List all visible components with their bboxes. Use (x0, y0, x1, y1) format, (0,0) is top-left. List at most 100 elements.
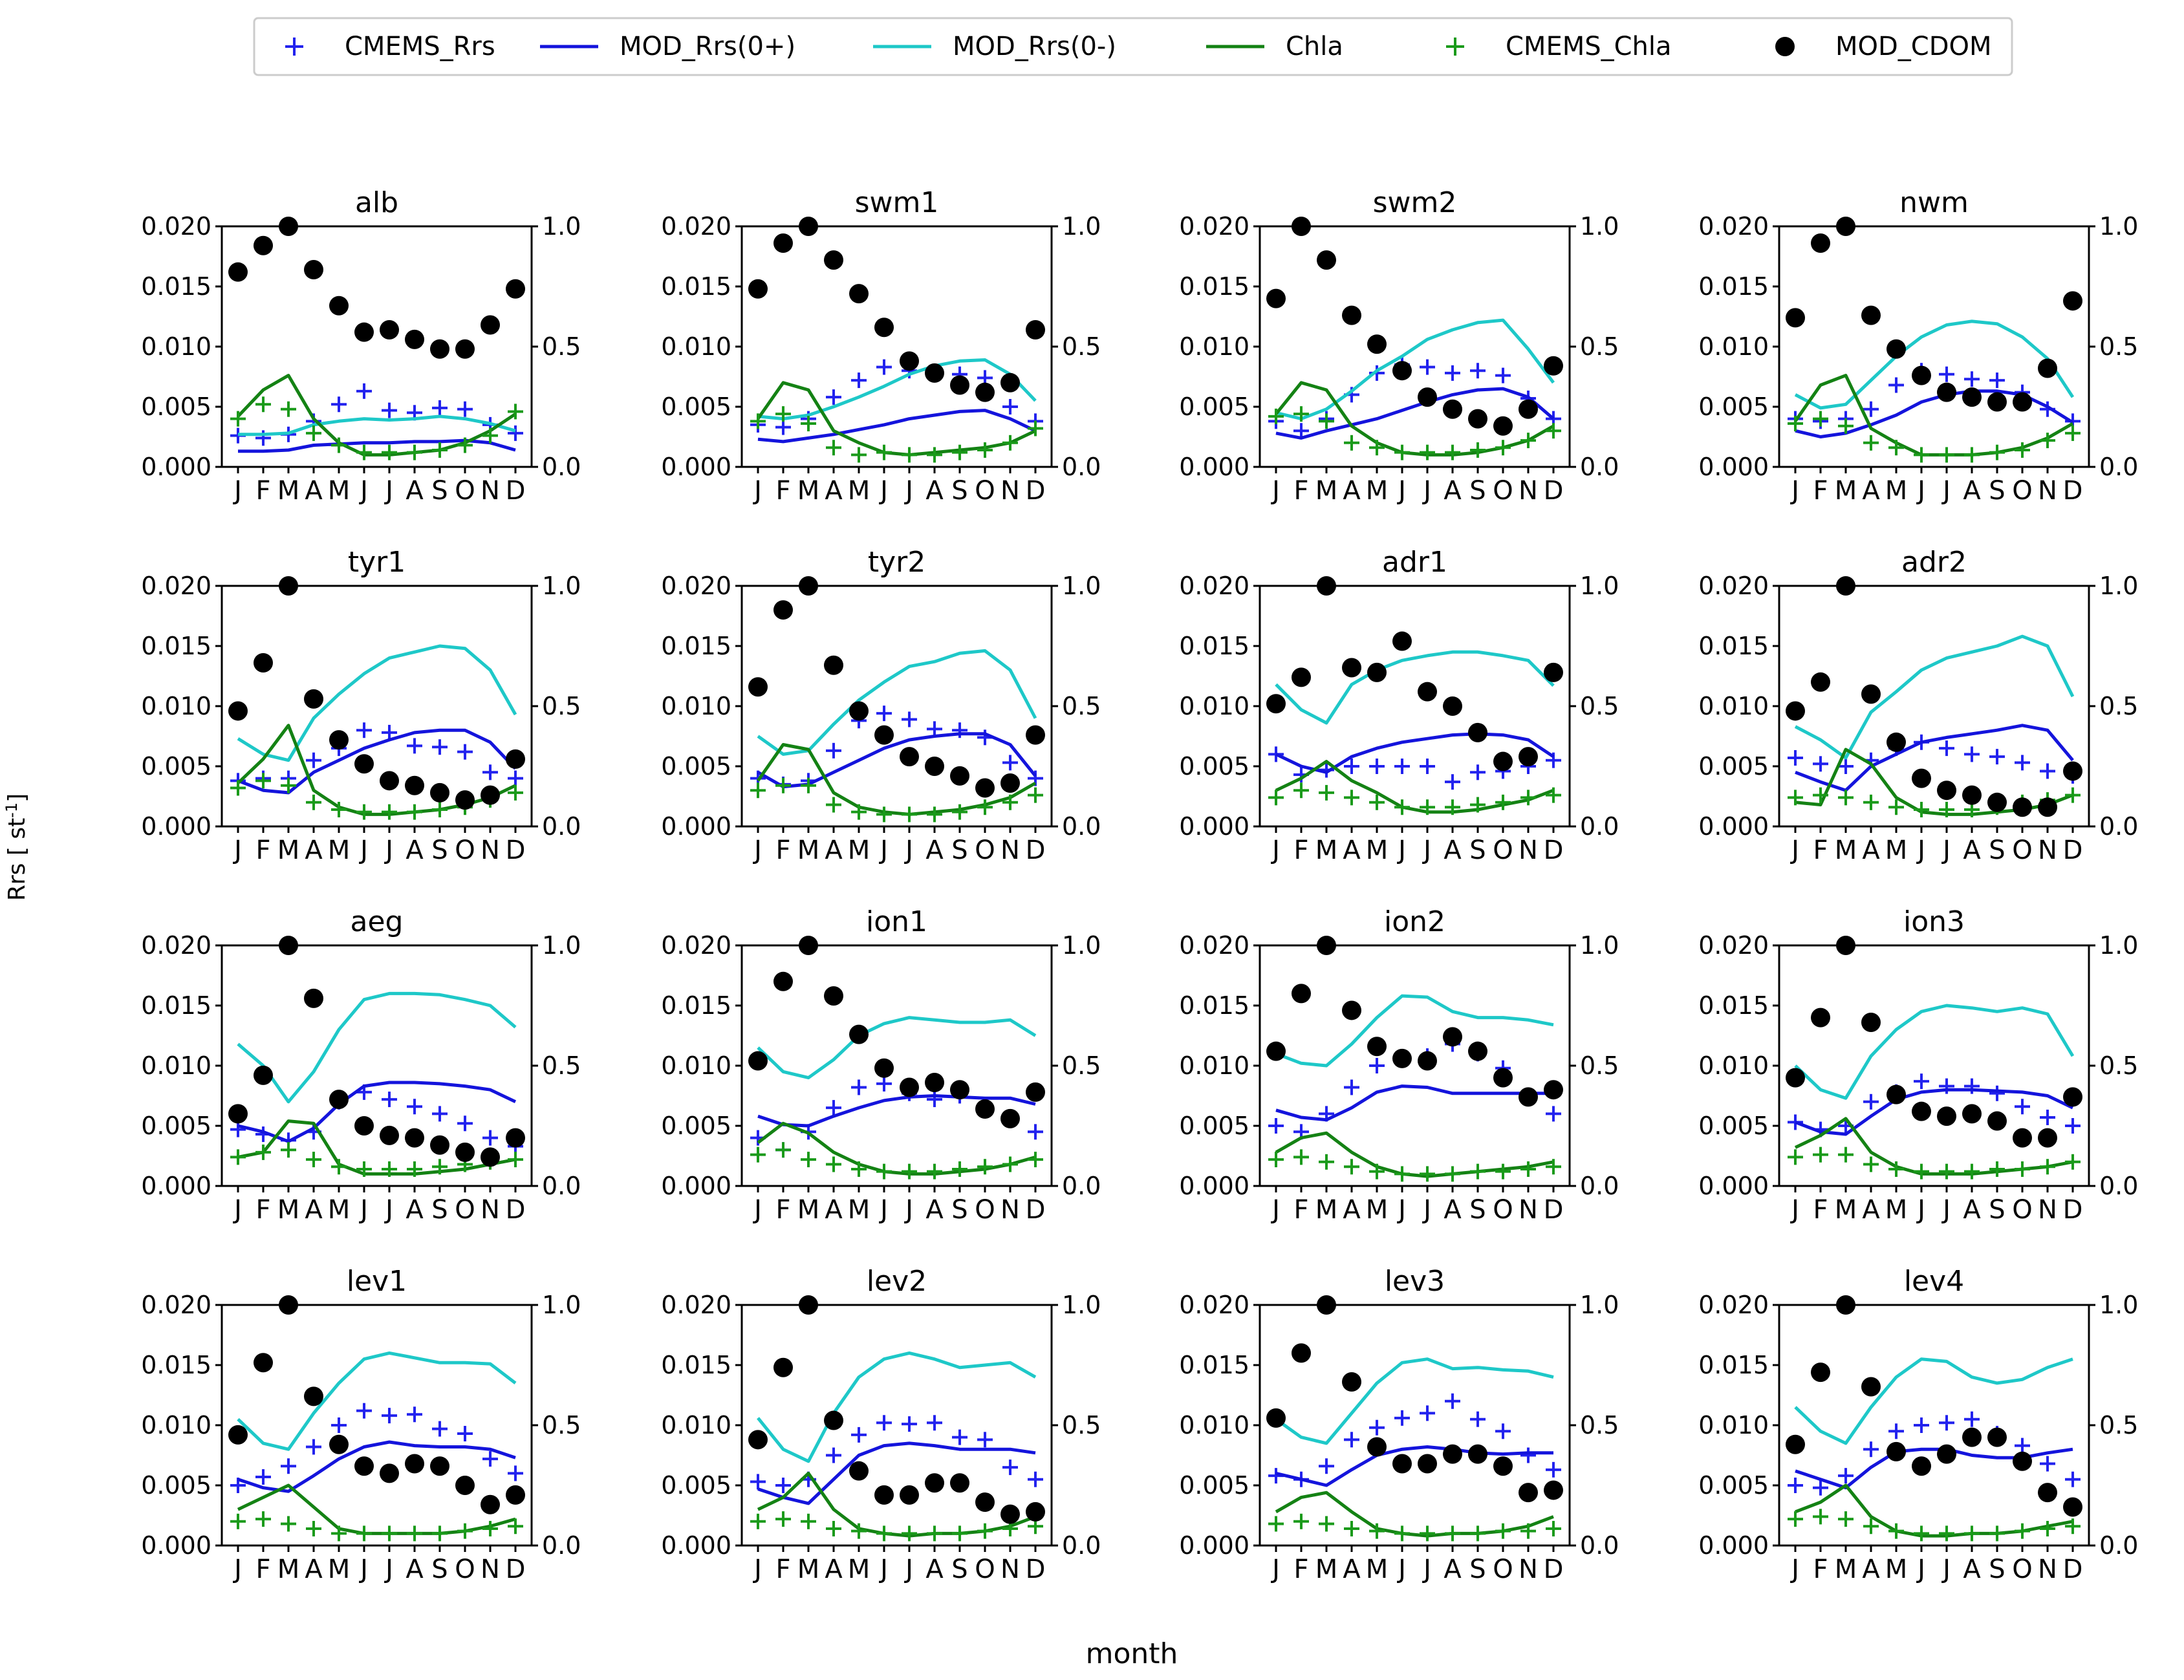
series-CMEMS_Rrs (750, 1415, 1043, 1493)
x-tick-label: N (1519, 476, 1538, 506)
data-point (508, 1518, 523, 1535)
data-point (432, 442, 448, 458)
series-MOD_Rrs(0+) (237, 1081, 517, 1143)
series-MOD_Rrs(0+) (1795, 724, 2074, 792)
x-tick-label: N (481, 1195, 500, 1225)
data-point (1000, 1504, 1020, 1524)
series-CMEMS_Rrs (1268, 1393, 1561, 1487)
x-tick-label: J (1789, 476, 1799, 506)
data-point (455, 339, 475, 359)
series-CMEMS_Chla (750, 1142, 1043, 1179)
panel-title: lev3 (1385, 1265, 1445, 1298)
x-tick-label: M (277, 1195, 300, 1225)
data-point (1445, 365, 1460, 381)
x-tick-label: A (1862, 476, 1880, 506)
data-point (1445, 444, 1460, 460)
data-point (1443, 399, 1462, 419)
y-tick-label: 0.005 (141, 1112, 211, 1140)
series-line (1275, 1491, 1554, 1538)
data-point (354, 754, 374, 774)
x-tick-label: A (1862, 835, 1880, 865)
y2-tick-label: 1.0 (1062, 931, 1101, 960)
x-tick-label: S (951, 835, 968, 865)
series-Chla (1794, 1117, 2073, 1176)
legend-dot-mod_cdom (1775, 37, 1795, 56)
y2-tick-label: 0.5 (2099, 1051, 2138, 1080)
series-MOD_CDOM (228, 217, 525, 359)
data-point (1838, 790, 1854, 806)
data-point (1420, 1166, 1435, 1182)
data-point (230, 1121, 246, 1137)
data-point (380, 319, 399, 339)
data-point (1367, 1437, 1387, 1457)
data-point (2040, 763, 2055, 779)
y-tick-label: 0.000 (141, 1531, 211, 1560)
data-point (874, 725, 894, 745)
data-point (255, 1511, 271, 1527)
y2-tick-label: 0.5 (2099, 332, 2138, 361)
data-point (1319, 1458, 1334, 1474)
y-tick-label: 0.015 (1698, 991, 1769, 1020)
data-point (1028, 1471, 1043, 1487)
axes-frame (221, 225, 533, 468)
axes-frame (1259, 944, 1571, 1187)
data-point (851, 1079, 867, 1095)
panel-title: swm1 (855, 186, 939, 219)
x-tick-label: J (358, 476, 368, 506)
series-MOD_Rrs(0+) (757, 732, 1037, 789)
data-point (1367, 662, 1387, 682)
data-point (1987, 792, 2007, 812)
legend-label-mod_rrs_minus: MOD_Rrs(0-) (953, 32, 1116, 61)
x-tick-label: F (255, 1555, 270, 1584)
data-point (1838, 418, 1854, 434)
data-point (902, 711, 917, 727)
data-point (1319, 413, 1334, 429)
data-point (1266, 288, 1286, 308)
y2-tick-label: 0.5 (1580, 1411, 1619, 1439)
y-tick-label: 0.015 (661, 632, 731, 660)
series-line (757, 732, 1037, 789)
data-point (1028, 787, 1043, 803)
data-point (482, 1520, 498, 1536)
series-line (756, 743, 1037, 816)
data-point (826, 440, 841, 456)
x-tick-label: M (797, 835, 820, 865)
data-point (1369, 1419, 1385, 1436)
legend-marker-cmems_rrs (285, 38, 303, 56)
x-tick-label: A (305, 835, 323, 865)
data-point (977, 442, 993, 458)
data-point (1519, 399, 1538, 419)
data-point (356, 1525, 372, 1542)
y2-tick-label: 1.0 (2099, 572, 2138, 600)
data-point (950, 375, 969, 395)
data-point (1813, 411, 1828, 427)
x-tick-label: A (405, 835, 424, 865)
x-tick-label: J (1789, 1195, 1799, 1225)
x-tick-label: S (1989, 1195, 2005, 1225)
data-point (1964, 1411, 1980, 1427)
data-point (254, 1353, 273, 1373)
data-point (1495, 794, 1511, 810)
x-tick-label: J (1270, 835, 1280, 865)
x-tick-label: N (1519, 835, 1538, 865)
y-tick-label: 0.005 (1179, 752, 1249, 781)
legend-label-chla: Chla (1286, 32, 1343, 61)
y2-tick-label: 0.0 (1580, 1172, 1619, 1200)
x-tick-label: N (1000, 1195, 1020, 1225)
y-tick-label: 0.005 (661, 393, 731, 421)
data-point (2065, 1518, 2081, 1535)
data-point (1445, 1525, 1460, 1542)
data-point (1268, 1152, 1284, 1168)
data-point (876, 1415, 892, 1431)
data-point (900, 747, 919, 767)
data-point (1914, 1073, 1929, 1090)
y-tick-label: 0.010 (141, 1051, 211, 1080)
data-point (826, 1447, 841, 1463)
x-tick-label: N (1000, 1555, 1020, 1584)
y-tick-label: 0.015 (661, 1351, 731, 1379)
series-MOD_Rrs(0-) (1275, 318, 1555, 421)
data-point (1912, 768, 1931, 788)
